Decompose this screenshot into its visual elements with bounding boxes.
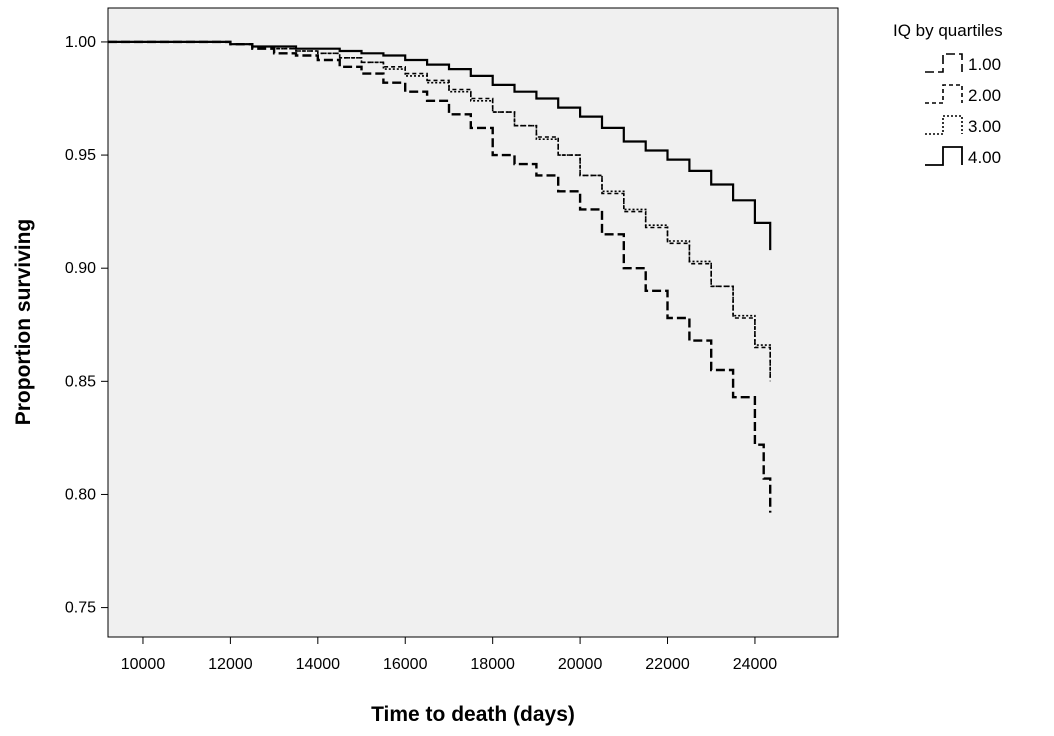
legend-swatch-2-00 [925,84,963,104]
legend-swatch-4-00 [925,146,963,166]
x-tick-label: 12000 [208,656,253,673]
x-tick-label: 18000 [470,656,515,673]
plot-area [107,7,839,638]
legend-label-1-00: 1.00 [968,55,1001,74]
legend-swatch-1-00 [925,53,963,73]
x-tick-label: 14000 [296,656,341,673]
x-tick-label: 16000 [383,656,428,673]
y-axis: 0.75 0.80 0.85 0.90 0.95 1.00 [65,34,108,617]
legend-label-3-00: 3.00 [968,117,1001,136]
y-tick-label: 0.75 [65,600,96,617]
legend-label-2-00: 2.00 [968,86,1001,105]
x-axis: 10000 12000 14000 16000 18000 20000 22000 24000 [121,637,778,673]
x-tick-label: 22000 [645,656,690,673]
series-line-1-00 [108,40,772,513]
y-tick-label: 0.80 [65,486,96,503]
legend-title: IQ by quartiles [893,21,1003,40]
y-tick-label: 1.00 [65,34,96,51]
y-tick-label: 0.85 [65,373,96,390]
series-line-3-00 [108,41,771,380]
x-tick-label: 24000 [733,656,778,673]
legend-swatch-3-00 [925,115,963,135]
series-layer [108,40,772,513]
legend: IQ by quartiles 1.00 2.00 3.00 4.00 [893,21,1003,167]
x-tick-label: 10000 [121,656,166,673]
series-line-4-00 [108,40,772,251]
y-axis-title: Proportion surviving [12,219,35,426]
x-axis-title: Time to death (days) [371,703,575,726]
y-tick-label: 0.90 [65,260,96,277]
legend-label-4-00: 4.00 [968,148,1001,167]
x-tick-label: 20000 [558,656,603,673]
y-tick-label: 0.95 [65,147,96,164]
